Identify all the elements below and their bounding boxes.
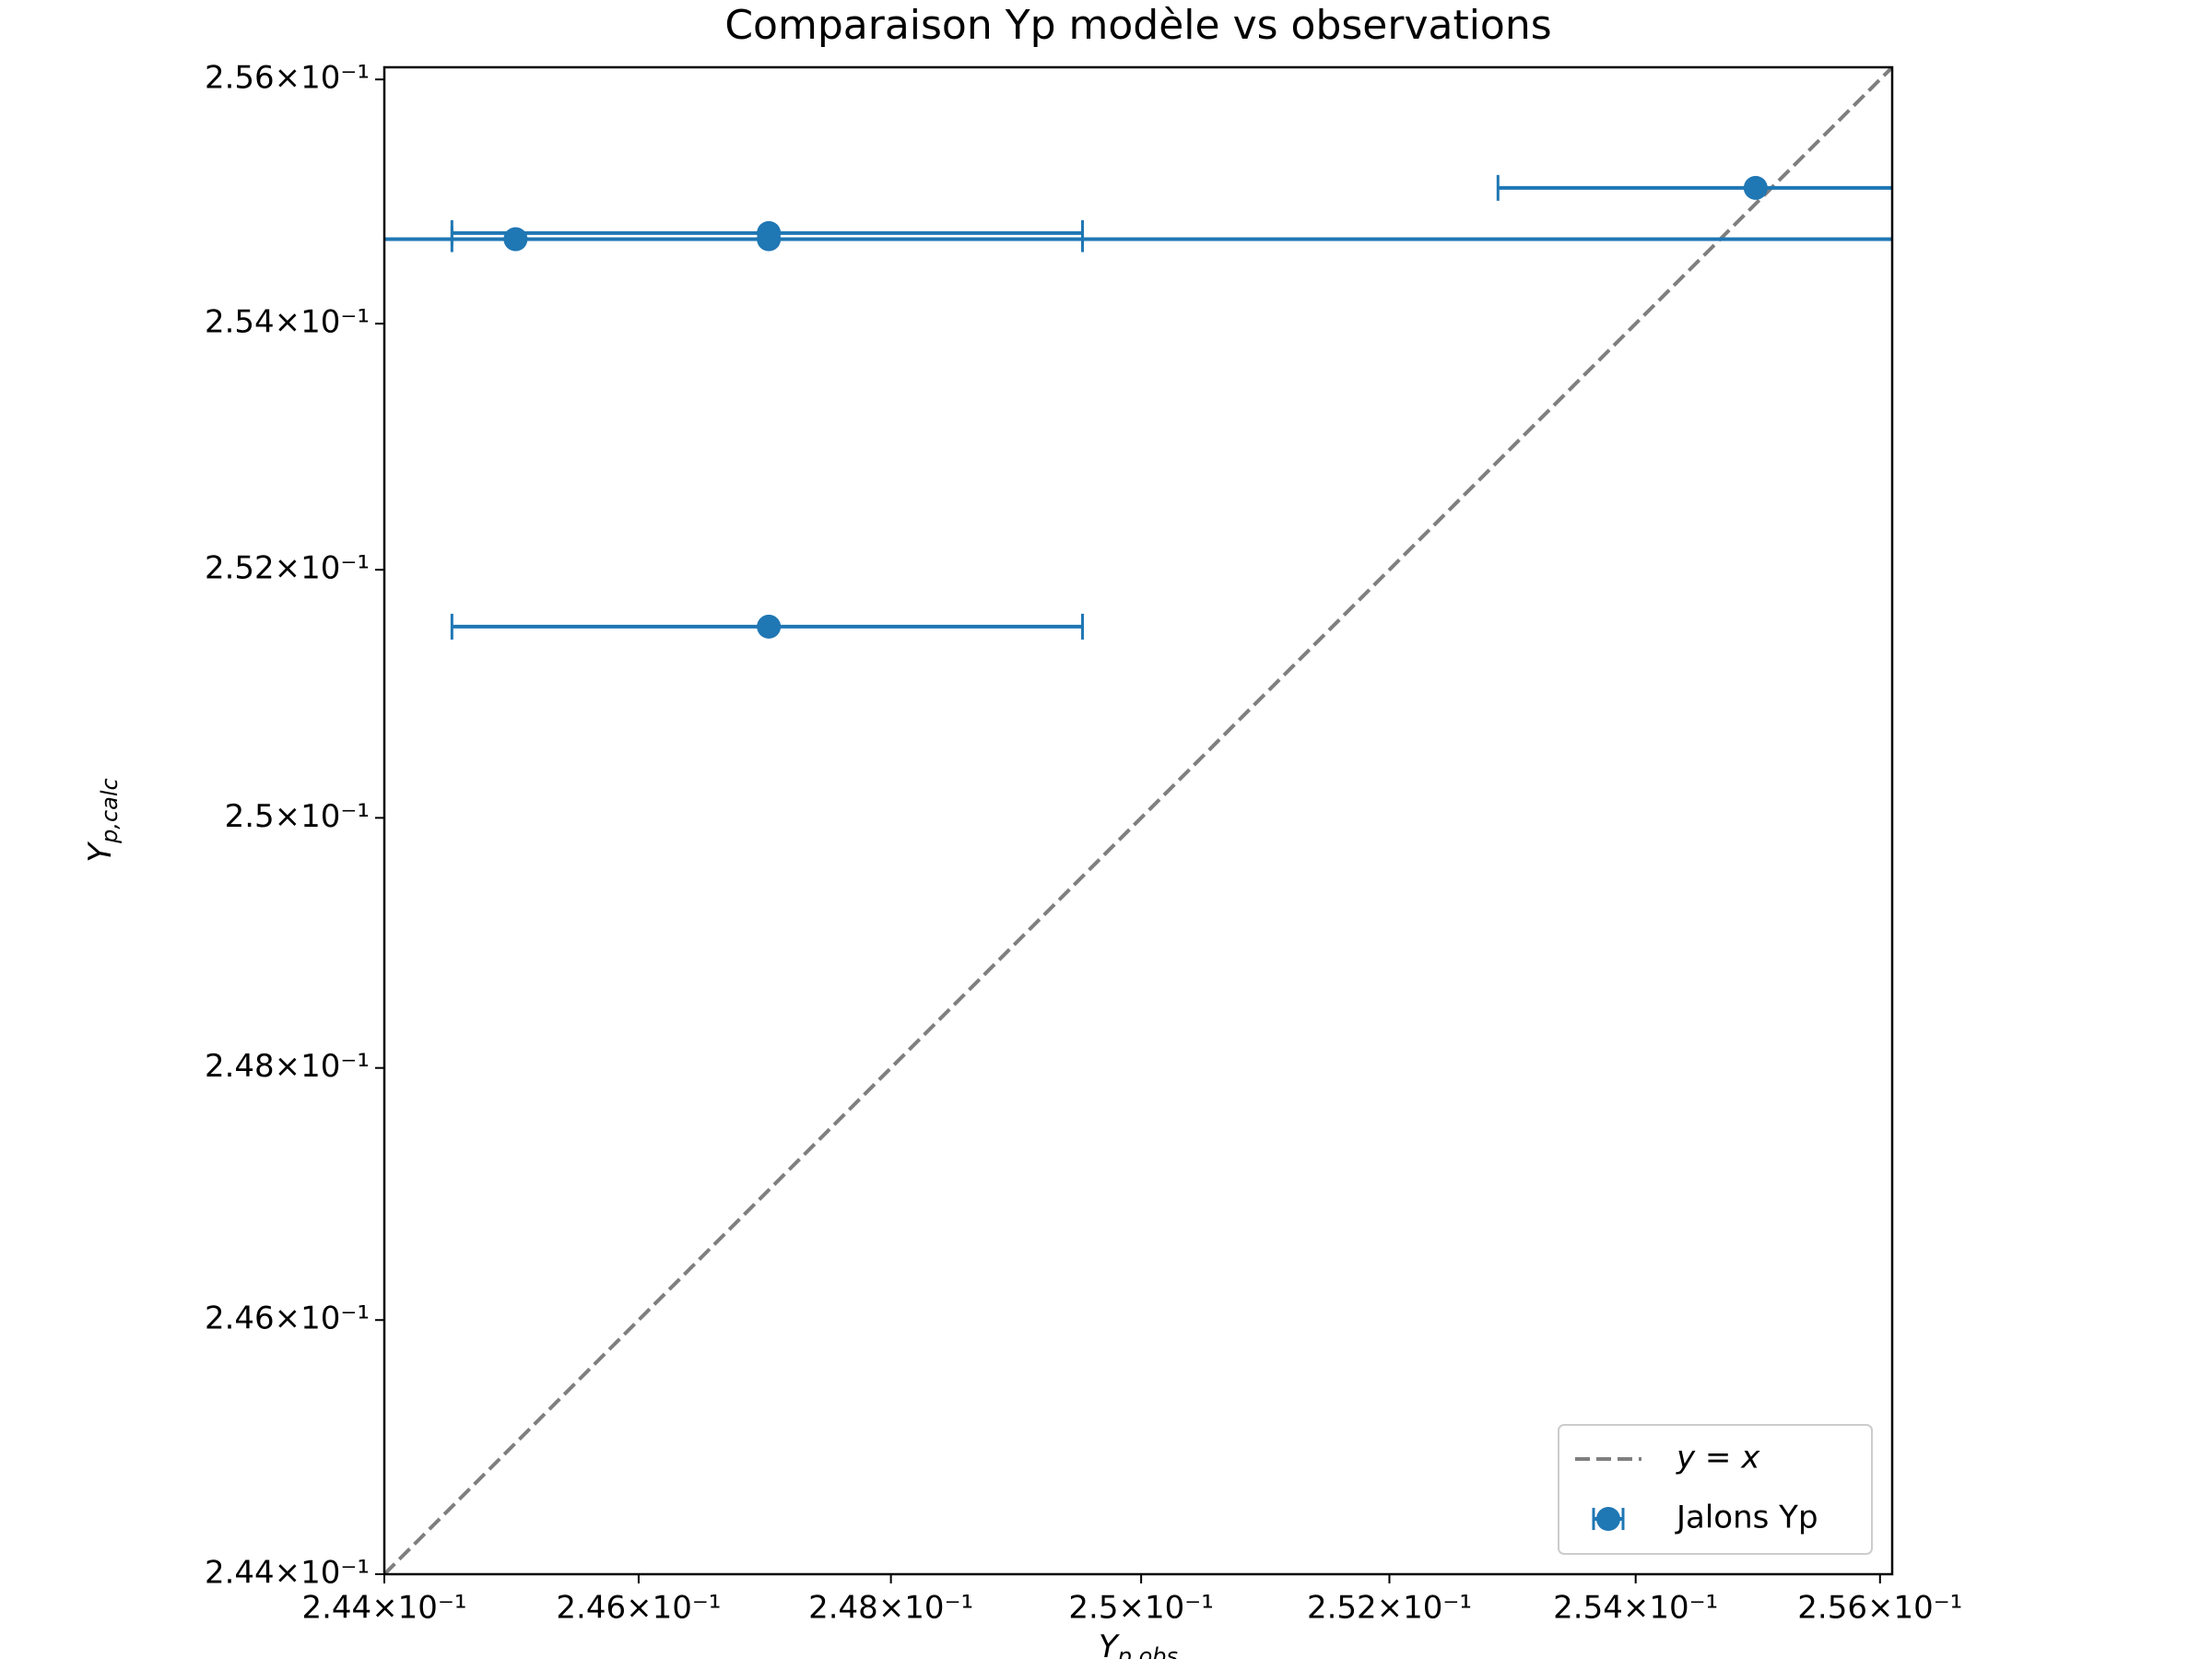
legend-label: Jalons Yp	[1675, 1500, 1818, 1536]
y-tick-label: 2.56×10⁻¹	[205, 60, 370, 97]
axes-frame	[382, 65, 1894, 1576]
y-tick-label: 2.5×10⁻¹	[225, 798, 370, 835]
x-tick-label: 2.54×10⁻¹	[1553, 1590, 1718, 1627]
plot-content	[384, 67, 1892, 1574]
x-tick-label: 2.48×10⁻¹	[808, 1590, 973, 1627]
y-tick-label: 2.44×10⁻¹	[205, 1555, 370, 1592]
point	[757, 614, 782, 639]
x-axis-label: Yp,obs	[1099, 1629, 1178, 1659]
legend-label: y = x	[1676, 1440, 1760, 1477]
x-axis-label-main: Y	[1099, 1629, 1120, 1659]
x-tick-label: 2.52×10⁻¹	[1307, 1590, 1472, 1627]
reference-line	[384, 67, 1892, 1574]
chart-title: Comparaison Yp modèle vs observations	[724, 2, 1551, 49]
y-tick-label: 2.54×10⁻¹	[205, 304, 370, 341]
y-axis-label: Yp,calc	[82, 778, 124, 862]
y-tick-label: 2.48×10⁻¹	[205, 1048, 370, 1085]
point	[757, 227, 782, 252]
point	[1743, 175, 1768, 200]
x-tick-label: 2.44×10⁻¹	[301, 1590, 466, 1627]
x-tick-label: 2.46×10⁻¹	[556, 1590, 721, 1627]
y-tick-label: 2.46×10⁻¹	[205, 1300, 370, 1337]
x-tick-label: 2.5×10⁻¹	[1068, 1590, 1213, 1627]
y-axis-label-main: Y	[82, 841, 119, 863]
y-axis-label-sub: p,calc	[97, 778, 123, 844]
x-axis-label-sub: p,obs	[1117, 1643, 1178, 1659]
y-tick-label: 2.52×10⁻¹	[205, 550, 370, 587]
x-tick-label: 2.56×10⁻¹	[1797, 1590, 1962, 1627]
legend-swatch	[1596, 1507, 1620, 1531]
legend-box	[1558, 1424, 1873, 1555]
